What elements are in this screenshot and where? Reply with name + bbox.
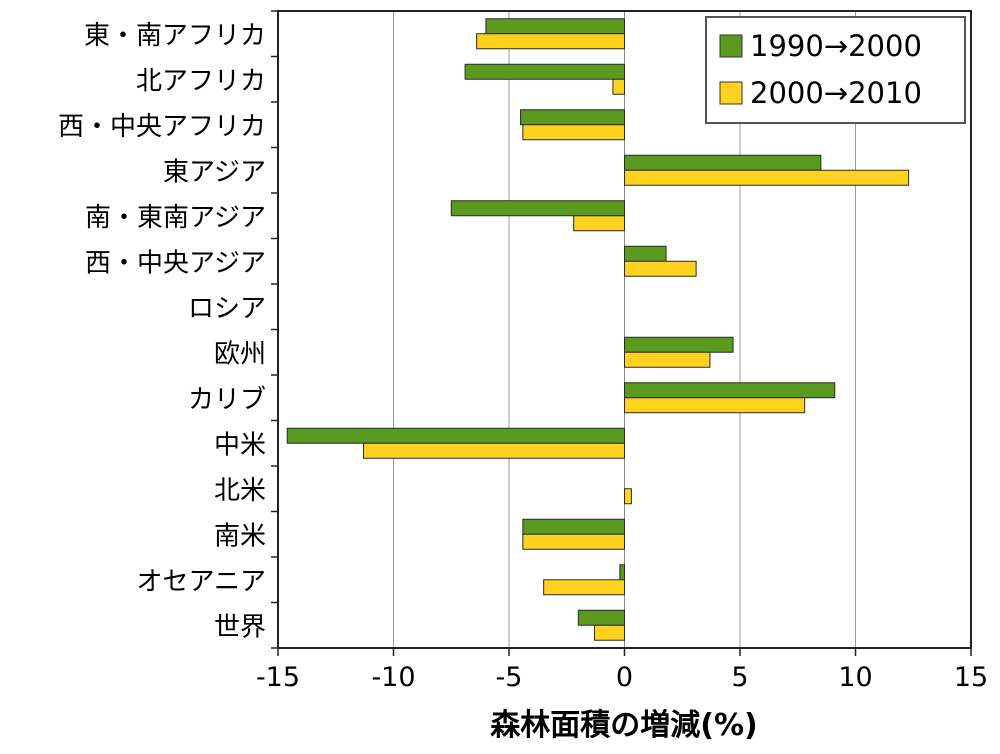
category-labels: 東・南アフリカ北アフリカ西・中央アフリカ東アジア南・東南アジア西・中央アジアロシ… [58, 21, 266, 643]
bar-1990-2000 [450, 200, 625, 217]
bar-1990-2000 [624, 382, 836, 399]
bar-1990-2000 [520, 109, 625, 126]
bar-1990-2000 [624, 336, 734, 353]
x-tick-label: 10 [838, 662, 872, 693]
category-label: 北米 [214, 476, 266, 506]
bar-2000-2010 [573, 215, 625, 232]
x-tick-labels: -15 -10 -5 0 5 10 15 [256, 662, 988, 693]
bar-2000-2010 [624, 488, 632, 505]
x-tick-label: 0 [616, 662, 633, 693]
bar-2000-2010 [624, 260, 697, 277]
axes [271, 10, 972, 656]
category-label: オセアニア [137, 567, 266, 597]
x-axis-title: 森林面積の増減(%) [490, 708, 757, 743]
x-tick-label: -10 [371, 662, 415, 693]
bar-2000-2010 [624, 351, 711, 368]
legend: 1990→2000 2000→2010 [705, 16, 966, 124]
category-label: 北アフリカ [136, 66, 266, 96]
x-tick-label: -5 [496, 662, 523, 693]
x-tick-label: -15 [256, 662, 300, 693]
bars [286, 18, 910, 641]
bar-2000-2010 [612, 78, 626, 95]
category-label: 中米 [214, 430, 266, 460]
legend-swatch-2000-2010 [719, 81, 743, 105]
category-label: 南・東南アジア [85, 203, 266, 233]
category-label: 西・中央アジア [85, 248, 266, 278]
category-label: カリブ [188, 385, 266, 415]
category-label: 南米 [214, 521, 266, 551]
category-label: 欧州 [214, 339, 266, 369]
category-label: ロシア [188, 294, 266, 324]
category-label: 東アジア [163, 157, 266, 187]
bar-1990-2000 [619, 564, 626, 581]
bar-2000-2010 [593, 624, 625, 641]
bar-1990-2000 [624, 245, 667, 262]
bar-1990-2000 [464, 63, 625, 80]
bar-1990-2000 [577, 609, 625, 626]
legend-box [705, 16, 966, 124]
bar-2000-2010 [476, 33, 625, 50]
bar-2000-2010 [362, 442, 625, 459]
category-label: 世界 [214, 612, 266, 642]
category-label: 西・中央アフリカ [58, 112, 266, 142]
bar-2000-2010 [624, 169, 910, 186]
bar-2000-2010 [624, 397, 806, 414]
bar-1990-2000 [286, 427, 625, 444]
x-tick-label: 5 [731, 662, 748, 693]
bar-2000-2010 [522, 533, 625, 550]
bar-2000-2010 [522, 124, 625, 141]
legend-swatch-1990-2000 [719, 34, 743, 58]
bar-1990-2000 [485, 18, 625, 35]
bar-1990-2000 [624, 154, 822, 171]
legend-label-2000-2010: 2000→2010 [750, 76, 922, 110]
x-tick-label: 15 [954, 662, 988, 693]
bar-2000-2010 [543, 579, 626, 596]
bar-1990-2000 [522, 518, 625, 535]
category-label: 東・南アフリカ [84, 21, 266, 51]
legend-label-1990-2000: 1990→2000 [750, 29, 922, 63]
